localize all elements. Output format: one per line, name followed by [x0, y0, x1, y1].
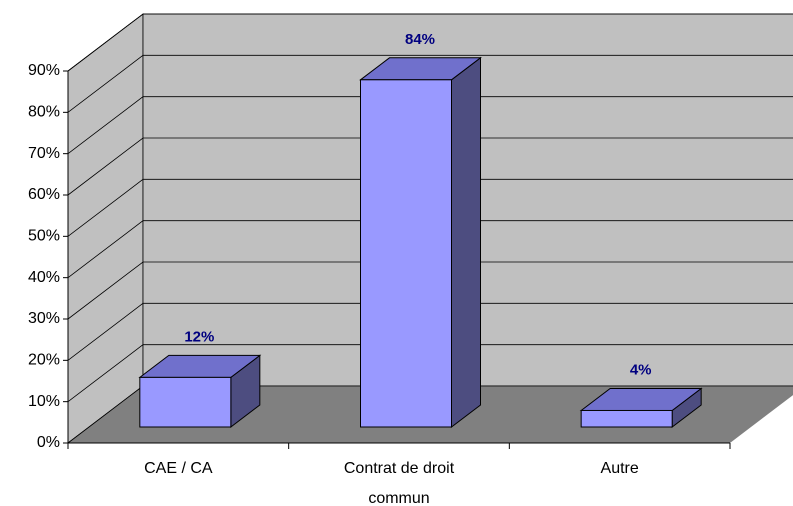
x-tick-label: CAE / CA	[144, 460, 213, 477]
grid-line	[67, 344, 793, 402]
grid-line	[67, 302, 793, 361]
grid-line	[67, 54, 793, 113]
x-tick-label: Autre	[600, 460, 639, 477]
y-tick-label: 80%	[28, 104, 60, 121]
data-label: 12%	[184, 328, 214, 345]
y-tick-label: 20%	[28, 352, 60, 369]
bar	[360, 79, 452, 428]
y-tick-label: 70%	[28, 145, 60, 162]
grid-line	[67, 178, 793, 237]
data-label: 84%	[405, 31, 435, 48]
grid-line	[67, 137, 793, 196]
data-label: 4%	[630, 361, 652, 378]
x-tick-label: Contrat de droit commun	[343, 460, 455, 506]
bar-side	[451, 56, 481, 429]
bar	[580, 409, 673, 428]
y-tick-label: 40%	[28, 269, 60, 286]
y-tick-label: 90%	[28, 62, 60, 79]
grid-line	[67, 96, 793, 154]
bar	[139, 376, 232, 428]
grid-line	[67, 13, 793, 72]
y-tick-label: 30%	[28, 310, 60, 327]
grid-line	[67, 261, 793, 320]
y-tick-label: 0%	[37, 434, 60, 451]
grid-line	[67, 220, 793, 278]
side-wall	[67, 13, 144, 444]
y-tick-label: 60%	[28, 186, 60, 203]
y-tick-label: 10%	[28, 393, 60, 410]
y-tick-label: 50%	[28, 228, 60, 245]
